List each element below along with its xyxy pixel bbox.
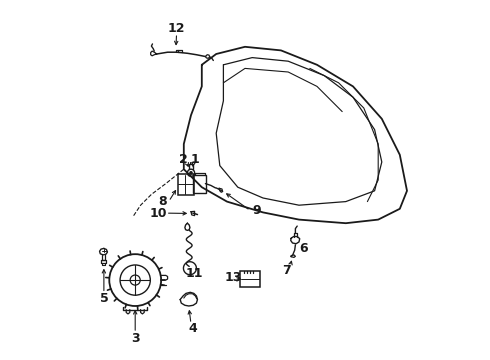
Text: 4: 4 — [189, 322, 197, 335]
Text: 7: 7 — [282, 264, 291, 276]
Text: 2: 2 — [179, 153, 188, 166]
Text: 10: 10 — [149, 207, 167, 220]
Text: 3: 3 — [131, 332, 140, 345]
Text: 8: 8 — [158, 195, 167, 208]
Text: 13: 13 — [225, 271, 242, 284]
Text: 5: 5 — [99, 292, 108, 305]
Text: 11: 11 — [186, 267, 203, 280]
Circle shape — [190, 172, 192, 174]
Text: 12: 12 — [168, 22, 185, 35]
Text: 6: 6 — [299, 242, 308, 255]
Text: 9: 9 — [252, 204, 261, 217]
Text: 1: 1 — [190, 153, 199, 166]
